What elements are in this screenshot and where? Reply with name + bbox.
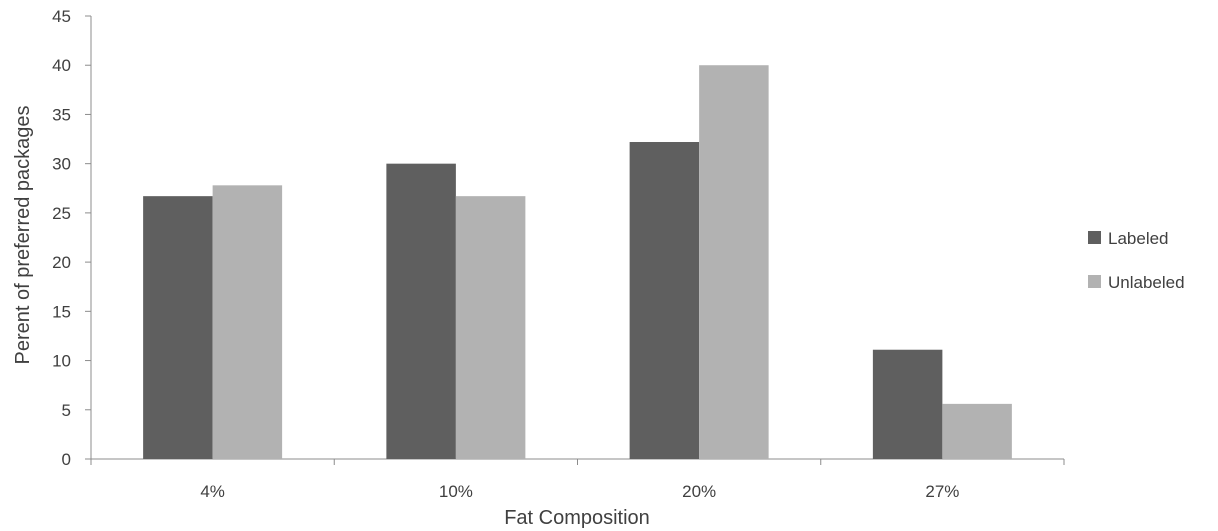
y-tick-label: 10 <box>52 352 71 371</box>
legend-swatch-unlabeled <box>1088 275 1101 288</box>
bar-unlabeled-20pct <box>699 65 769 459</box>
bar-unlabeled-10pct <box>455 196 526 460</box>
y-tick-label: 5 <box>62 401 71 420</box>
legend-label-unlabeled: Unlabeled <box>1108 273 1185 292</box>
x-axis-title: Fat Composition <box>504 507 650 529</box>
y-tick-label: 25 <box>52 204 71 223</box>
bar-unlabeled-4pct <box>212 185 283 459</box>
ticks: 0 5 10 15 20 25 30 35 40 45 4% 10% 20% 27% <box>52 7 1065 501</box>
y-axis-title: Perent of preferred packages <box>12 105 34 364</box>
bars <box>143 65 1012 460</box>
bar-labeled-10pct <box>386 163 456 459</box>
y-tick-label: 15 <box>52 302 71 321</box>
x-tick-label: 4% <box>200 482 225 501</box>
bar-labeled-4pct <box>143 196 213 460</box>
y-tick-label: 30 <box>52 155 71 174</box>
y-tick-label: 35 <box>52 105 71 124</box>
bar-unlabeled-27pct <box>942 403 1012 459</box>
x-tick-label: 20% <box>682 482 716 501</box>
x-tick-label: 27% <box>925 482 959 501</box>
bar-labeled-27pct <box>872 349 943 459</box>
y-tick-label: 20 <box>52 253 71 272</box>
legend-label-labeled: Labeled <box>1108 229 1169 248</box>
bar-labeled-20pct <box>629 142 700 459</box>
legend: Labeled Unlabeled <box>1088 229 1185 292</box>
y-tick-label: 40 <box>52 56 71 75</box>
x-tick-label: 10% <box>439 482 473 501</box>
legend-swatch-labeled <box>1088 231 1101 244</box>
y-tick-label: 0 <box>62 450 71 469</box>
y-tick-label: 45 <box>52 7 71 26</box>
